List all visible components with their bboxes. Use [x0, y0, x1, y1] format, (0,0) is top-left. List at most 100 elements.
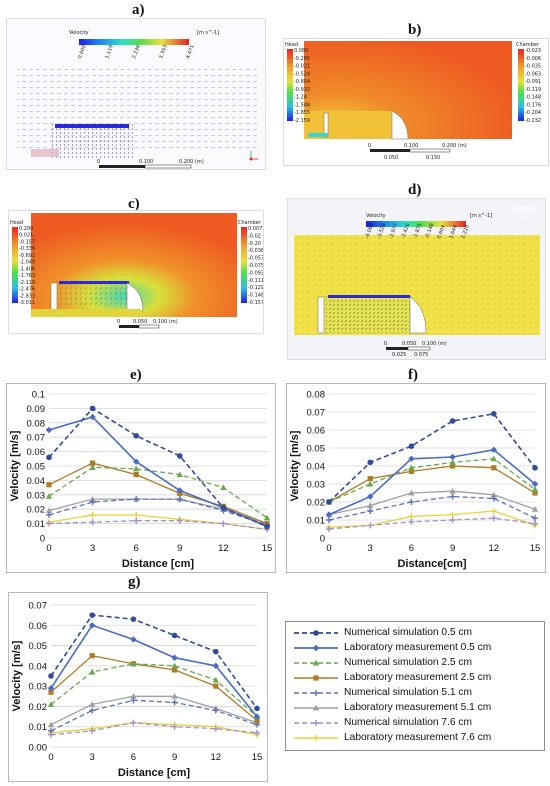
colorbar-tick: -0.021 — [294, 64, 310, 70]
colorbar-tick: 2.220 — [460, 224, 471, 240]
data-point — [532, 465, 538, 471]
colorbar-tick: 1.644 — [448, 224, 459, 240]
y-tick-label: 0.07 — [27, 433, 46, 444]
data-point — [491, 465, 497, 471]
legend-item: Numerical simulation 0.5 cm — [290, 626, 540, 640]
x-tick-label: 0 — [326, 543, 331, 554]
data-point — [48, 673, 54, 679]
colorbar-tick: -0.204 — [525, 110, 541, 116]
y-tick-label: 0.06 — [29, 621, 48, 632]
colorbar-tick: -0.20 — [248, 241, 261, 247]
data-point — [47, 701, 55, 707]
colorbar-tick: -0.091 — [525, 79, 541, 85]
velocity-chart-f: 0 0.01 0.02 0.03 0.04 0.05 0.06 0.07 0.08 0 3 6 9 12 1… — [286, 383, 546, 573]
colorbar-tick: -1.855 — [294, 110, 310, 116]
legend-item: Laboratory measurement 5.1 cm — [290, 701, 540, 715]
scale-label: 0.150 — [426, 155, 440, 161]
colorbar-tick: -0.265 — [294, 56, 310, 62]
chamber-colorbar-title: Chamber — [516, 42, 540, 48]
data-point — [212, 707, 219, 714]
series-laboratory — [325, 446, 539, 518]
series-line — [328, 458, 536, 503]
data-point — [89, 668, 96, 675]
data-point — [254, 729, 260, 736]
data-point — [263, 514, 271, 521]
chamber-colorbar — [241, 227, 247, 303]
panel-label-c: c) — [128, 196, 140, 212]
series-line — [48, 407, 268, 528]
y-tick-label: 0.02 — [307, 498, 326, 509]
series-laboratory — [46, 460, 270, 527]
data-point — [313, 630, 319, 636]
legend-item: Numerical simulation 2.5 cm — [290, 656, 540, 670]
x-axis-label: Distance [cm] — [122, 558, 194, 570]
legend-label: Numerical simulation 7.6 cm — [344, 717, 472, 728]
colorbar-tick: 2.236 — [131, 44, 142, 60]
data-point — [133, 511, 140, 518]
y-axis-label: Velocity [m/s] — [11, 640, 23, 711]
legend-label: Numerical simulation 2.5 cm — [344, 657, 472, 668]
legend-swatch — [294, 690, 338, 696]
y-tick-label: 0.05 — [27, 462, 46, 473]
colorbar-tick: -0.111 — [248, 278, 263, 284]
legend-swatch — [294, 675, 338, 681]
colorbar-tick: -2.476 — [19, 287, 35, 293]
series-line — [328, 495, 536, 521]
colorbar-tick: -0.157 — [19, 239, 35, 245]
colorbar-tick: -0.119 — [525, 87, 541, 93]
colorbar-tick: -0.023 — [525, 48, 541, 54]
y-tick-label: 0.08 — [307, 390, 326, 401]
data-point — [326, 517, 332, 523]
data-point — [532, 520, 538, 527]
data-point — [449, 453, 456, 461]
data-point — [89, 511, 96, 518]
colorbar-tick: -0.038 — [248, 248, 263, 254]
scale-label: 0.100 (m) — [422, 341, 447, 347]
data-point — [212, 725, 219, 732]
data-point — [490, 446, 497, 453]
data-point — [367, 493, 374, 500]
legend-swatch — [294, 644, 338, 652]
data-point — [46, 454, 52, 461]
legend-item: Laboratory measurement 0.5 cm — [290, 641, 540, 655]
series-laboratory — [46, 511, 270, 533]
data-point — [171, 654, 178, 661]
colorbar-tick: -3.011 — [19, 300, 35, 306]
data-point — [449, 459, 456, 465]
legend-label: Laboratory measurement 7.6 cm — [344, 732, 492, 743]
y-tick-label: 0.04 — [307, 462, 326, 473]
colorbar-tick: -4.068 — [364, 222, 375, 239]
x-tick-label: 3 — [368, 543, 373, 554]
series-line — [48, 498, 268, 526]
colorbar-tick: -1.24 — [294, 95, 307, 101]
simulation-image-b: Head 0.080 -0.265 -0.021 -0.524 -0.854 -0.932… — [283, 38, 549, 166]
chamber-colorbar — [518, 49, 524, 121]
data-point — [176, 496, 183, 503]
legend-item: Numerical simulation 5.1 cm — [290, 686, 540, 700]
series-numerical — [48, 719, 260, 738]
colorbar-tick: -1.049 — [19, 260, 35, 266]
data-point — [264, 523, 270, 530]
data-point — [313, 675, 319, 681]
colorbar-tick: -1.548 — [294, 102, 310, 108]
panel-label-d: d) — [408, 182, 422, 198]
data-point — [449, 511, 456, 518]
x-axis-label: Distance[cm] — [397, 558, 466, 570]
y-tick-label: 0.01 — [29, 722, 48, 733]
legend-swatch — [294, 720, 338, 726]
x-tick-label: 3 — [90, 752, 95, 763]
colorbar-a — [79, 39, 189, 45]
series-numerical — [325, 455, 539, 505]
chart-svg-e: 0 0.01 0.02 0.03 0.04 0.05 0.06 0.07 0.08 0.09 0.1… — [9, 390, 272, 571]
legend-swatch — [294, 659, 338, 666]
data-point — [89, 519, 96, 526]
data-point — [449, 517, 456, 523]
legend-label: Laboratory measurement 5.1 cm — [344, 702, 492, 713]
data-point — [254, 718, 260, 724]
scale-label: 0 — [97, 159, 100, 165]
data-point — [133, 465, 140, 472]
x-tick-label: 12 — [218, 543, 229, 554]
ansys-version: R19.2 — [518, 214, 529, 219]
x-tick-label: 12 — [489, 543, 500, 554]
legend-label: Laboratory measurement 0.5 cm — [344, 642, 492, 653]
